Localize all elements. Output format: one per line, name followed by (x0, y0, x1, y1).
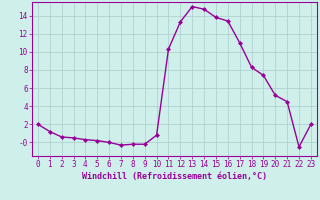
X-axis label: Windchill (Refroidissement éolien,°C): Windchill (Refroidissement éolien,°C) (82, 172, 267, 181)
